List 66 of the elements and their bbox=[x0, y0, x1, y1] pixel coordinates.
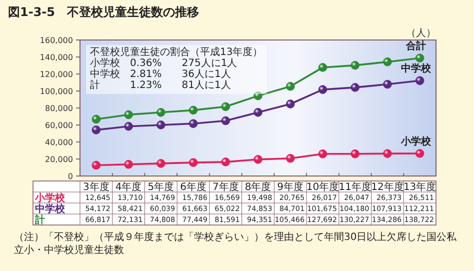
annotation: 不登校児童生徒の割合（平成13年度） bbox=[90, 46, 263, 58]
point bbox=[254, 91, 262, 100]
y-tick-label: 20,000 bbox=[45, 155, 73, 164]
x-tick-label: 12年度 bbox=[371, 181, 404, 193]
annotation: 小学校 0.36% 275人に1人 bbox=[90, 57, 238, 69]
point bbox=[156, 108, 166, 117]
x-tick-label: 6年度 bbox=[180, 181, 206, 193]
point bbox=[415, 149, 424, 158]
x-tick-label: 10年度 bbox=[306, 181, 340, 193]
x-tick-label: 5年度 bbox=[148, 181, 174, 193]
x-tick-label: 8年度 bbox=[244, 181, 272, 193]
y-tick-label: 100,000 bbox=[40, 87, 73, 96]
point bbox=[350, 149, 360, 158]
x-tick-label: 4年度 bbox=[115, 181, 142, 193]
point bbox=[221, 158, 230, 166]
point bbox=[318, 63, 328, 72]
point bbox=[383, 57, 392, 66]
x-tick-label: 11年度 bbox=[338, 181, 372, 193]
point bbox=[156, 159, 166, 168]
text: 小学校 bbox=[34, 192, 66, 204]
point bbox=[92, 114, 101, 124]
annotation: 中学校 bbox=[400, 62, 432, 75]
point bbox=[286, 154, 295, 163]
point bbox=[318, 149, 328, 158]
text: 中学校 bbox=[35, 203, 66, 215]
y-tick-label: 120,000 bbox=[40, 70, 73, 79]
point bbox=[221, 102, 230, 112]
y-tick-label: 0 bbox=[68, 172, 73, 181]
point bbox=[156, 120, 166, 130]
point bbox=[92, 160, 101, 170]
y-axis-title: （人） bbox=[406, 28, 436, 39]
y-tick-label: 60,000 bbox=[45, 121, 73, 130]
annotation: 計 1.23% 81人に1人 bbox=[90, 79, 231, 91]
point bbox=[188, 119, 198, 128]
point bbox=[383, 80, 392, 89]
point bbox=[415, 76, 424, 86]
annotation: 中学校 2.81% 36人に1人 bbox=[90, 68, 231, 80]
annotation: 合計 bbox=[404, 40, 426, 52]
point bbox=[383, 149, 392, 158]
point bbox=[350, 60, 360, 70]
x-tick-label: 7年度 bbox=[212, 181, 239, 193]
text: 計 bbox=[34, 214, 45, 226]
point bbox=[221, 116, 230, 126]
point bbox=[254, 155, 262, 164]
point bbox=[254, 108, 262, 117]
point bbox=[350, 83, 360, 92]
point bbox=[188, 158, 198, 167]
x-tick-label: 13年度 bbox=[403, 181, 436, 193]
text: （注）「不登校」（平成９年度までは「学校ぎらい」）を理由として年間30日以上欠席した国公私立小・中学校児童生徒数 bbox=[14, 231, 458, 256]
point bbox=[415, 54, 424, 62]
point bbox=[188, 106, 198, 115]
x-tick-label: 3年度 bbox=[82, 181, 110, 193]
point bbox=[286, 82, 295, 91]
x-tick-label: 9年度 bbox=[277, 181, 304, 193]
annotation: 小学校 bbox=[400, 135, 432, 148]
chart-title: 図1-3-5 不登校児童生徒数の推移 bbox=[8, 5, 200, 19]
point bbox=[92, 126, 101, 134]
y-tick-label: 80,000 bbox=[45, 104, 73, 113]
y-tick-label: 40,000 bbox=[45, 138, 73, 147]
point bbox=[124, 122, 133, 131]
point bbox=[318, 85, 328, 94]
y-tick-label: 160,000 bbox=[40, 36, 73, 45]
point bbox=[124, 160, 133, 169]
y-tick-label: 140,000 bbox=[40, 53, 73, 62]
point bbox=[124, 110, 133, 120]
point bbox=[286, 100, 295, 108]
